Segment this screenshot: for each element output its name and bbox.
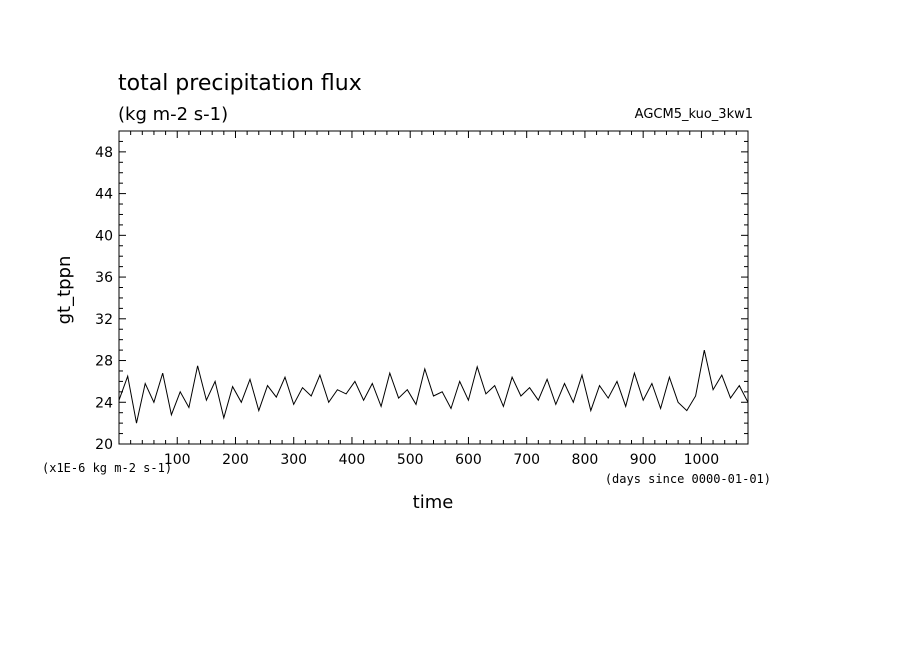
y-unit-note: (x1E-6 kg m-2 s-1) (42, 461, 172, 475)
chart-title: total precipitation flux (118, 71, 362, 96)
x-axis-ticks: 100 200 300 400 500 600 700 800 900 1000 (130, 131, 749, 468)
plot-axes (118, 130, 749, 445)
y-tick-label: 44 (95, 187, 113, 203)
x-tick-label: 300 (280, 452, 307, 468)
series-line (118, 349, 749, 424)
x-tick-label: 700 (513, 452, 540, 468)
run-label: AGCM5_kuo_3kw1 (635, 107, 753, 122)
x-tick-label: 600 (455, 452, 482, 468)
y-tick-label: 32 (95, 312, 113, 328)
y-tick-label: 20 (95, 437, 113, 453)
x-tick-label: 400 (339, 452, 366, 468)
y-tick-label: 48 (95, 145, 113, 161)
y-axis-label: gt_tppn (54, 256, 75, 325)
x-tick-label: 200 (222, 452, 249, 468)
x-axis-label: time (413, 492, 454, 513)
chart-subtitle: (kg m-2 s-1) (118, 104, 228, 125)
x-tick-label: 800 (572, 452, 599, 468)
x-tick-label: 100 (164, 452, 191, 468)
x-tick-label: 1000 (684, 452, 720, 468)
y-tick-label: 40 (95, 228, 113, 244)
y-tick-label: 36 (95, 270, 113, 286)
y-axis-ticks: 20 24 28 32 36 40 44 48 (95, 130, 748, 453)
x-tick-label: 500 (397, 452, 424, 468)
x-tick-label: 900 (630, 452, 657, 468)
y-tick-label: 24 (95, 395, 113, 411)
series-group (118, 349, 749, 424)
plot-frame (118, 130, 749, 445)
x-unit-note: (days since 0000-01-01) (605, 472, 771, 486)
y-tick-label: 28 (95, 354, 113, 370)
